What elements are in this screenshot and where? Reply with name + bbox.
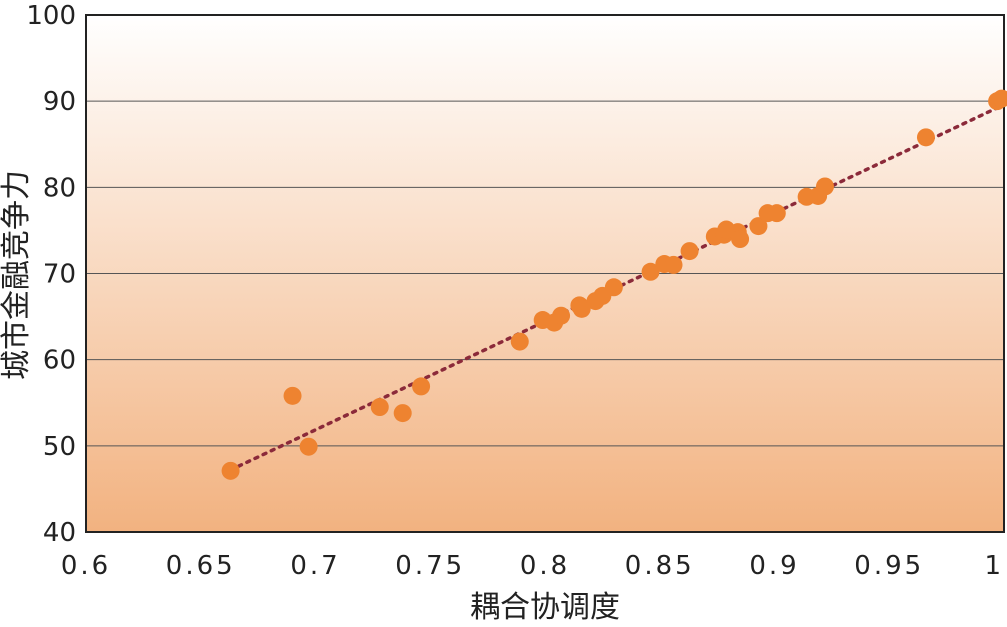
x-tick-label: 0.75	[395, 551, 465, 581]
y-tick-label: 40	[43, 518, 76, 548]
y-tick-label: 90	[43, 87, 76, 117]
data-point	[412, 377, 431, 396]
gridlines	[86, 100, 1004, 447]
data-point	[767, 204, 786, 223]
x-tick-label: 0.8	[520, 551, 570, 581]
data-point	[221, 461, 240, 480]
data-point	[370, 398, 389, 417]
data-point	[393, 404, 412, 423]
data-points	[221, 89, 1007, 480]
y-axis-tick-labels: 40 50 60 70 80 90 100	[26, 1, 76, 548]
data-point	[552, 306, 571, 325]
x-tick-label: 0.65	[166, 551, 236, 581]
y-tick-label: 50	[43, 432, 76, 462]
x-axis-tick-labels: 0.6 0.65 0.7 0.75 0.8 0.85 0.9 0.95 1	[61, 551, 1004, 581]
x-tick-label: 0.7	[290, 551, 340, 581]
data-point	[916, 128, 935, 147]
x-tick-label: 0.6	[61, 551, 111, 581]
x-axis-title: 耦合协调度	[470, 590, 620, 625]
data-point	[604, 278, 623, 297]
data-point	[572, 299, 591, 318]
y-axis-title: 城市金融竞争力	[0, 170, 34, 380]
data-point	[749, 217, 768, 236]
x-tick-label: 0.95	[854, 551, 924, 581]
data-point	[283, 386, 302, 405]
data-point	[299, 437, 318, 456]
x-tick-label: 1	[984, 551, 1004, 581]
x-tick-label: 0.9	[749, 551, 799, 581]
y-tick-label: 80	[43, 173, 76, 203]
y-tick-label: 100	[26, 1, 76, 31]
y-tick-label: 60	[43, 346, 76, 376]
data-point	[992, 89, 1007, 108]
data-point	[510, 332, 529, 351]
data-point	[815, 177, 834, 196]
data-point	[680, 242, 699, 261]
y-tick-label: 70	[43, 260, 76, 290]
x-tick-label: 0.85	[625, 551, 695, 581]
plot-area-border	[85, 14, 1005, 533]
data-point	[664, 255, 683, 274]
data-point	[731, 230, 750, 249]
data-point	[641, 262, 660, 281]
